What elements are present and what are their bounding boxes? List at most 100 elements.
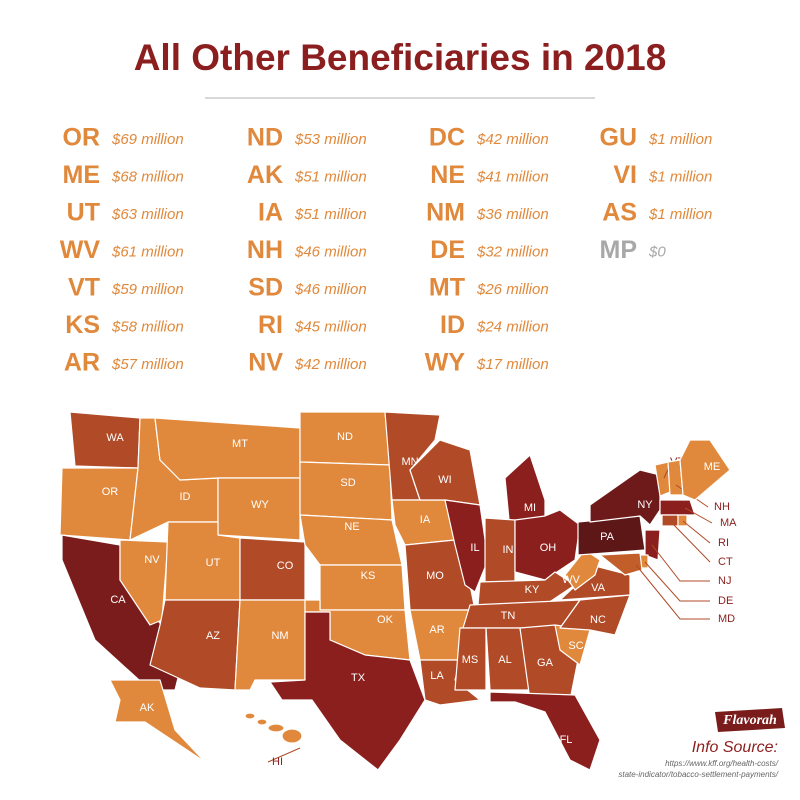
state-label: CO [277, 560, 294, 572]
state-label: ND [337, 431, 353, 443]
state-code: AK [247, 161, 283, 189]
state-label: WV [562, 574, 580, 586]
state [217, 477, 301, 541]
state-code: NH [247, 236, 283, 264]
title: All Other Beneficiaries in 2018 [134, 37, 667, 78]
state-code: UT [67, 199, 100, 227]
state-code: VT [68, 274, 100, 302]
state [489, 691, 601, 771]
logo: Flavorah [715, 708, 785, 732]
state [559, 565, 631, 601]
state [109, 679, 206, 763]
state-label: KY [525, 584, 540, 596]
state-label: MD [718, 613, 735, 625]
state-label: NJ [718, 575, 731, 587]
state-label: NM [271, 630, 288, 642]
amount: $63 million [111, 206, 184, 223]
state-label: IA [420, 514, 431, 526]
amount: $51 million [294, 168, 367, 185]
state-label: FL [560, 734, 573, 746]
state [599, 552, 643, 576]
state-label: DE [718, 595, 733, 607]
state-code: NE [430, 161, 465, 189]
state-label: AK [140, 702, 155, 714]
state [299, 461, 393, 521]
amount: $17 million [476, 356, 549, 373]
state-label: IL [470, 542, 479, 554]
state [267, 723, 285, 733]
state [589, 469, 661, 526]
state [269, 611, 426, 771]
state [69, 411, 141, 469]
state [256, 718, 268, 726]
state-code: ND [247, 124, 283, 152]
state [119, 539, 169, 626]
state-label: WY [251, 499, 269, 511]
amount: $1 million [648, 131, 712, 148]
amount: $41 million [476, 168, 549, 185]
state [244, 712, 256, 720]
state [404, 539, 476, 611]
state-label: IN [503, 544, 514, 556]
state-label: TN [501, 610, 516, 622]
state-label: UT [206, 557, 221, 569]
state-label: ME [704, 461, 721, 473]
leader-line [651, 544, 710, 582]
state-label: AR [429, 624, 444, 636]
state-code: KS [65, 311, 100, 339]
entry-list: OR $69 million ME $68 million UT $63 million W… [60, 124, 713, 377]
amount: $42 million [476, 131, 549, 148]
amount: $68 million [111, 168, 184, 185]
state-code: DE [430, 236, 465, 264]
source-heading: Info Source: [692, 739, 778, 756]
state-label: PA [600, 531, 615, 543]
state [454, 627, 487, 691]
amount: $32 million [476, 243, 549, 260]
state-label: NE [344, 521, 359, 533]
state-label: WA [106, 432, 124, 444]
state-label: NH [714, 501, 730, 513]
amount: $51 million [294, 206, 367, 223]
amount: $0 [648, 243, 666, 260]
amount: $1 million [648, 168, 712, 185]
state-label: ID [180, 491, 191, 503]
state-label: GA [537, 657, 554, 669]
amount: $57 million [111, 356, 184, 373]
state [281, 728, 303, 744]
state-label: WI [438, 474, 451, 486]
state [679, 439, 731, 501]
state-label: MT [232, 438, 248, 450]
state-code: NM [426, 199, 465, 227]
source-line: state-indicator/tobacco-settlement-payme… [618, 770, 778, 779]
state [444, 499, 489, 593]
state [677, 514, 688, 527]
amount: $61 million [111, 243, 184, 260]
state-label: MI [524, 502, 536, 514]
state-label: CA [110, 594, 126, 606]
us-map: WAORCANVIDMTWYUTAZCONMNDSDNEKSOKTXMNIAMO… [59, 411, 737, 771]
state-label: RI [718, 537, 729, 549]
amount: $36 million [476, 206, 549, 223]
amount: $1 million [648, 206, 712, 223]
state-label: LA [430, 670, 444, 682]
logo-text: Flavorah [722, 713, 777, 728]
amount: $46 million [294, 281, 367, 298]
amount: $45 million [294, 318, 367, 335]
state-label: HI [272, 756, 283, 768]
state-code: VI [613, 161, 637, 189]
amount: $59 million [111, 281, 184, 298]
state-label: VA [591, 582, 606, 594]
state-code: SD [248, 274, 283, 302]
leader-line [267, 747, 301, 763]
state-code: AR [64, 349, 100, 377]
source-line: https://www.kff.org/health-costs/ [665, 759, 779, 768]
state-code: DC [429, 124, 465, 152]
state-code: OR [63, 124, 101, 152]
state-label: CT [718, 556, 733, 568]
state-label: KS [361, 570, 376, 582]
state [234, 599, 306, 691]
state-label: NY [637, 499, 653, 511]
state-code: WV [60, 236, 101, 264]
state-label: NV [144, 554, 160, 566]
